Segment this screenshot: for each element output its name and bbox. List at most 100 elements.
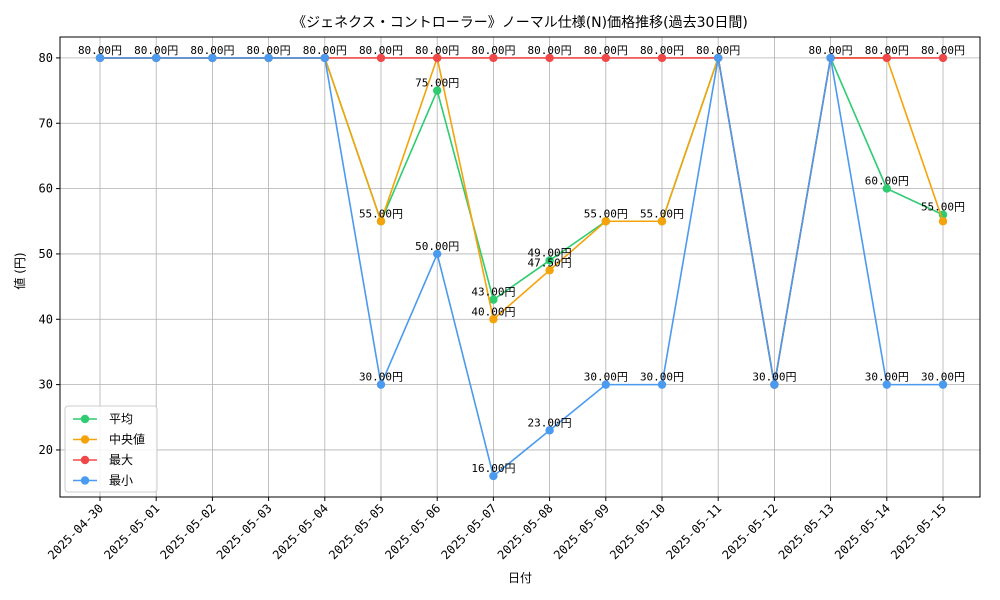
- data-label: 30.00円: [359, 371, 403, 384]
- data-label: 55.00円: [359, 207, 403, 220]
- data-label: 23.00円: [528, 416, 572, 429]
- data-label: 55.00円: [640, 207, 684, 220]
- data-point: [657, 217, 667, 226]
- data-label: 80.00円: [696, 44, 740, 57]
- data-point: [938, 53, 948, 63]
- data-point: [489, 471, 498, 481]
- series-line: [100, 55, 944, 385]
- data-point: [938, 217, 948, 226]
- data-label: 80.00円: [865, 44, 909, 57]
- data-point: [882, 53, 891, 63]
- data-label: 80.00円: [303, 44, 347, 57]
- y-tick-label: 80: [39, 51, 53, 65]
- data-point: [95, 53, 105, 63]
- data-label: 75.00円: [415, 77, 459, 90]
- data-label: 80.00円: [640, 44, 684, 57]
- x-tick-label: 2025-05-09: [551, 501, 612, 562]
- data-label: 30.00円: [921, 371, 965, 384]
- data-label: 80.00円: [247, 44, 291, 57]
- x-tick-label: 2025-05-15: [888, 501, 949, 562]
- x-tick-label: 2025-05-13: [776, 501, 837, 562]
- data-label: 40.00円: [471, 305, 515, 318]
- data-point: [545, 266, 554, 275]
- data-point: [882, 184, 891, 193]
- x-tick-label: 2025-05-12: [720, 501, 781, 562]
- x-axis-label: 日付: [508, 571, 532, 585]
- data-point: [545, 256, 554, 265]
- legend-label: 平均: [109, 412, 133, 426]
- data-point: [264, 53, 273, 63]
- data-point: [152, 53, 161, 63]
- series-line: [100, 54, 944, 385]
- data-point: [433, 53, 442, 63]
- data-point: [489, 53, 498, 63]
- y-tick-label: 30: [39, 378, 53, 392]
- data-labels: 80.00円 80.00円 80.00円 80.00円 80.00円 80.00円 80.0…: [78, 44, 965, 475]
- data-point: [826, 53, 835, 63]
- legend-marker: [80, 435, 90, 444]
- data-label: 80.00円: [471, 44, 515, 57]
- x-tick-label: 2025-05-08: [495, 501, 556, 562]
- data-label: 80.00円: [190, 44, 234, 57]
- data-label: 30.00円: [865, 371, 909, 384]
- legend-marker: [80, 455, 90, 465]
- data-label: 30.00円: [752, 371, 796, 384]
- data-label: 49.00円: [528, 246, 572, 259]
- data-point: [433, 249, 442, 259]
- data-point: [376, 53, 386, 63]
- legend-label: 最大: [109, 453, 133, 467]
- data-point: [657, 380, 667, 389]
- data-label: 60.00円: [865, 175, 909, 188]
- legend-label: 最小: [109, 474, 133, 488]
- data-point: [545, 53, 554, 63]
- x-tick-label: 2025-05-14: [832, 501, 893, 562]
- data-point: [770, 380, 779, 389]
- chart-title: 《ジェネクス・コントローラー》ノーマル仕様(N)価格推移(過去30日間): [292, 15, 748, 31]
- axes: 2025-04-302025-05-012025-05-022025-05-03…: [39, 36, 981, 562]
- data-point: [714, 53, 723, 63]
- data-point: [320, 53, 329, 63]
- data-label: 80.00円: [809, 44, 853, 57]
- legend-marker: [80, 414, 90, 424]
- grid: [60, 37, 980, 497]
- legend-marker: [80, 476, 90, 485]
- data-label: 80.00円: [921, 44, 965, 57]
- data-point: [376, 380, 386, 389]
- data-label: 43.00円: [471, 286, 515, 299]
- data-label: 50.00円: [415, 240, 459, 253]
- data-point: [601, 53, 610, 63]
- series-lines: [95, 53, 948, 481]
- x-tick-label: 2025-05-05: [326, 501, 387, 562]
- data-label: 80.00円: [134, 44, 178, 57]
- series-line: [100, 57, 943, 385]
- data-point: [938, 380, 948, 389]
- data-point: [376, 217, 386, 226]
- data-point: [489, 295, 498, 304]
- x-tick-label: 2025-05-11: [663, 501, 724, 562]
- data-label: 55.00円: [921, 201, 965, 214]
- plot-frame: [59, 36, 981, 498]
- data-label: 30.00円: [640, 371, 684, 384]
- x-tick-label: 2025-04-30: [45, 501, 106, 562]
- data-point: [489, 315, 498, 324]
- data-point: [208, 53, 217, 63]
- legend-box: [64, 405, 158, 493]
- y-axis-label: 値 (円): [12, 252, 27, 289]
- data-point: [545, 426, 554, 435]
- data-label: 55.00円: [584, 207, 628, 220]
- x-tick-label: 2025-05-02: [158, 501, 219, 562]
- legend-label: 中央値: [109, 432, 145, 447]
- data-label: 47.50円: [528, 256, 572, 269]
- data-label: 80.00円: [415, 44, 459, 57]
- data-point: [657, 53, 667, 63]
- x-tick-label: 2025-05-10: [607, 501, 668, 562]
- data-label: 30.00円: [584, 371, 628, 384]
- data-label: 80.00円: [584, 44, 628, 57]
- data-point: [601, 380, 610, 389]
- data-point: [882, 380, 891, 389]
- series-line: [100, 57, 943, 478]
- data-label: 80.00円: [78, 44, 122, 57]
- y-tick-label: 40: [39, 312, 53, 326]
